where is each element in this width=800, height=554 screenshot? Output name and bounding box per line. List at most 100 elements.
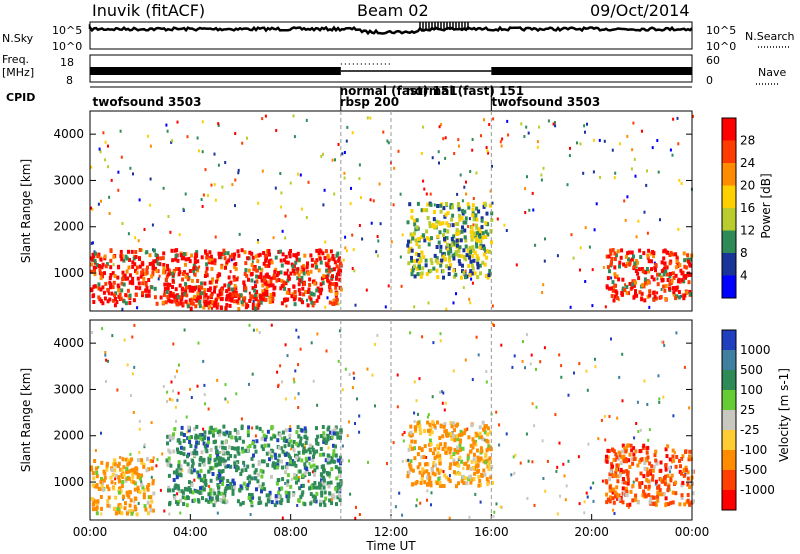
velocity-cell-1078: [206, 440, 210, 445]
velocity-cell-111: [138, 419, 141, 423]
power-cell-166: [465, 180, 467, 184]
power-cell-607: [264, 258, 268, 263]
power-cell-258: [149, 203, 152, 207]
power-cell-286: [351, 131, 354, 135]
velocity-cell-1528: [437, 476, 441, 481]
velocity-cell-1803: [632, 452, 636, 457]
power-cell-1571: [471, 213, 475, 218]
power-cell-822: [162, 251, 166, 256]
power-cell-1347: [472, 248, 476, 253]
velocity-cell-158: [116, 388, 119, 392]
velocity-cell-1180: [188, 440, 192, 444]
velocity-cell-1188: [220, 469, 223, 474]
power-cell-351: [672, 117, 675, 121]
power-cell-600: [131, 264, 135, 269]
velocity-cell-877: [185, 503, 189, 508]
power-cell-1809: [664, 269, 668, 274]
velocity-cell-1148: [244, 468, 248, 472]
power-cell-1083: [326, 278, 330, 283]
power-cell-1584: [410, 255, 413, 260]
power-cell-1081: [335, 272, 339, 277]
power-cell-1692: [616, 249, 620, 254]
power-cell-1583: [471, 254, 475, 259]
power-cell-1084: [162, 266, 166, 271]
power-cell-880: [121, 277, 125, 281]
velocity-cell-1033: [248, 480, 251, 485]
velocity-cell-1158: [198, 491, 202, 495]
power-cell-1661: [671, 271, 675, 276]
velocity-cell-1498: [466, 456, 470, 461]
power-cell-512: [292, 253, 296, 258]
velocity-cell-559: [149, 495, 153, 500]
power-cell-150: [648, 305, 651, 309]
velocity-cell-1049: [168, 434, 172, 439]
power-cell-434: [134, 285, 138, 290]
power-cell-1357: [478, 263, 482, 268]
freq-tick-bottom: 8: [66, 74, 73, 87]
velocity-cell-178: [511, 365, 514, 369]
velocity-cell-156: [613, 512, 616, 515]
power-cell-1202: [189, 306, 193, 311]
power-cell-863: [99, 257, 103, 262]
velocity-cell-953: [313, 485, 317, 490]
velocity-cell-1810: [634, 497, 638, 502]
power-cell-872: [272, 286, 276, 291]
velocity-cell-1642: [664, 447, 668, 452]
power-cell-185: [323, 277, 325, 281]
velocity-cell-826: [280, 497, 284, 502]
power-cell-839: [321, 281, 325, 286]
velocity-cell-1675: [636, 463, 640, 468]
power-cell-669: [273, 275, 277, 280]
velocity-cell-519: [99, 479, 103, 484]
power-cell-1422: [417, 244, 421, 249]
power-cell-1339: [456, 231, 460, 236]
power-cell-1308: [433, 210, 436, 214]
power-cell-1049: [257, 275, 261, 279]
velocity-cell-1240: [284, 452, 288, 457]
velocity-cell-959: [186, 462, 190, 467]
power-cell-969: [298, 278, 302, 283]
velocity-cell-1733: [659, 477, 663, 482]
power-cell-1743: [654, 268, 657, 273]
power-cell-403: [227, 258, 231, 263]
power-cell-505: [287, 288, 291, 293]
power-cell-557: [193, 256, 197, 261]
power-cell-639: [329, 249, 333, 254]
velocity-cell-302: [442, 470, 445, 473]
velocity-cell-134: [169, 438, 172, 442]
velocity-cell-548: [127, 458, 130, 463]
power-cell-954: [273, 269, 277, 274]
velocity-cell-1411: [449, 446, 453, 451]
velocity-cell-1211: [218, 462, 222, 467]
power-cell-1228: [227, 294, 231, 299]
power-cell-265: [326, 296, 329, 300]
velocity-cell-1529: [462, 481, 466, 485]
velocity-cell-865: [307, 456, 311, 461]
power-cell-50: [613, 176, 616, 180]
power-cell-1107: [227, 283, 231, 288]
power-cell-1011: [171, 278, 175, 283]
velocity-cell-214: [441, 401, 444, 405]
velocity-cell-654: [329, 480, 333, 485]
velocity-cell-31: [243, 464, 246, 468]
velocity-cell-1322: [441, 447, 445, 451]
velocity-cell-1126: [266, 463, 270, 468]
power-cell-1435: [407, 239, 410, 244]
power-cell-1291: [479, 271, 482, 276]
velocity-cell-940: [332, 443, 335, 448]
velocity-cell-1850: [666, 488, 670, 493]
power-cell-875: [145, 286, 149, 291]
velocity-cell-1244: [178, 440, 182, 445]
velocity-cell-640: [194, 489, 198, 494]
power-cell-1585: [482, 246, 486, 251]
power-cell-228: [346, 125, 349, 129]
velocity-cell-284: [413, 420, 416, 423]
cpid-entry-3: normal (fast) 151: [406, 84, 524, 98]
power-cell-53: [261, 169, 264, 173]
power-cell-693: [240, 248, 244, 253]
velocity-cell-851: [252, 453, 255, 458]
power-cell-836: [298, 297, 302, 302]
power-cell-1099: [122, 282, 126, 287]
velocity-cell-428: [131, 472, 135, 476]
power-cell-418: [151, 263, 155, 268]
